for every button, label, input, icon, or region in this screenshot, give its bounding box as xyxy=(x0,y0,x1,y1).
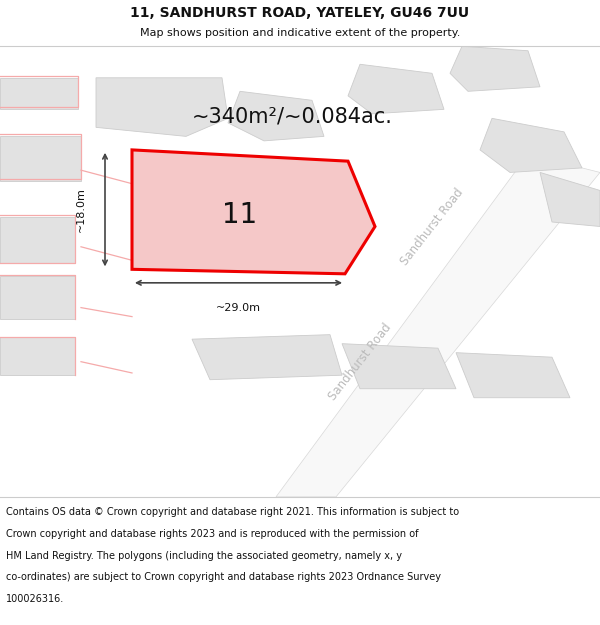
Polygon shape xyxy=(348,64,444,114)
Text: co-ordinates) are subject to Crown copyright and database rights 2023 Ordnance S: co-ordinates) are subject to Crown copyr… xyxy=(6,572,441,582)
Polygon shape xyxy=(0,337,75,375)
Text: Crown copyright and database rights 2023 and is reproduced with the permission o: Crown copyright and database rights 2023… xyxy=(6,529,419,539)
Text: Sandhurst Road: Sandhurst Road xyxy=(398,186,466,268)
Text: 11: 11 xyxy=(223,201,257,229)
Polygon shape xyxy=(0,217,75,262)
Polygon shape xyxy=(450,46,540,91)
Text: Map shows position and indicative extent of the property.: Map shows position and indicative extent… xyxy=(140,28,460,38)
Text: ~18.0m: ~18.0m xyxy=(76,187,86,232)
Text: 11, SANDHURST ROAD, YATELEY, GU46 7UU: 11, SANDHURST ROAD, YATELEY, GU46 7UU xyxy=(130,6,470,20)
Polygon shape xyxy=(276,154,600,497)
Text: 100026316.: 100026316. xyxy=(6,594,64,604)
Polygon shape xyxy=(0,276,75,319)
Text: ~340m²/~0.084ac.: ~340m²/~0.084ac. xyxy=(192,106,393,126)
Polygon shape xyxy=(480,118,582,172)
Text: Contains OS data © Crown copyright and database right 2021. This information is : Contains OS data © Crown copyright and d… xyxy=(6,507,459,517)
Polygon shape xyxy=(96,78,228,136)
Polygon shape xyxy=(456,352,570,398)
Text: HM Land Registry. The polygons (including the associated geometry, namely x, y: HM Land Registry. The polygons (includin… xyxy=(6,551,402,561)
Text: Sandhurst Road: Sandhurst Road xyxy=(326,321,394,402)
Polygon shape xyxy=(192,334,342,380)
Polygon shape xyxy=(228,91,324,141)
Text: ~29.0m: ~29.0m xyxy=(216,302,261,312)
Polygon shape xyxy=(0,136,81,181)
Polygon shape xyxy=(0,78,78,109)
Polygon shape xyxy=(540,173,600,226)
Polygon shape xyxy=(342,344,456,389)
Polygon shape xyxy=(132,150,375,274)
